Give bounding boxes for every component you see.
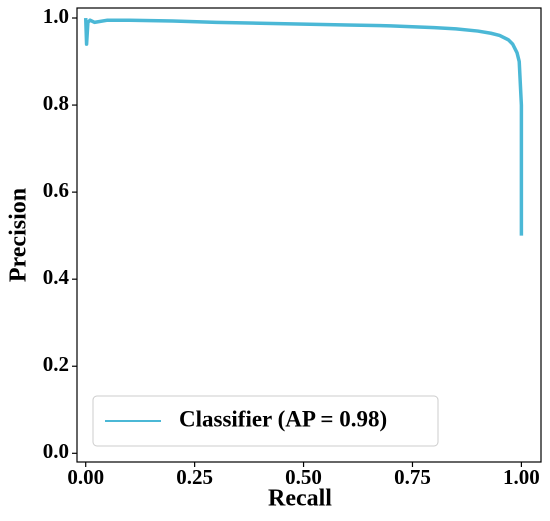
x-tick-label: 1.00 [503, 465, 540, 489]
x-tick-label: 0.25 [176, 465, 213, 489]
plot-frame [76, 7, 542, 463]
y-tick-label: 0.2 [43, 352, 69, 376]
y-tick-label: 0.4 [43, 265, 70, 289]
x-tick-label: 0.00 [67, 465, 104, 489]
x-axis-label: Recall [268, 486, 332, 512]
y-tick-label: 0.8 [43, 91, 69, 115]
x-tick-label: 0.75 [394, 465, 431, 489]
y-tick-label: 0.0 [43, 439, 69, 463]
x-tick-label: 0.50 [285, 465, 322, 489]
legend-box [92, 395, 439, 447]
pr-curve [83, 17, 524, 236]
y-tick-label: 0.6 [43, 178, 69, 202]
y-tick-label: 1.0 [43, 4, 69, 28]
y-axis-label: Precision [6, 188, 32, 282]
legend-label: Classifier (AP = 0.98) [179, 406, 387, 431]
